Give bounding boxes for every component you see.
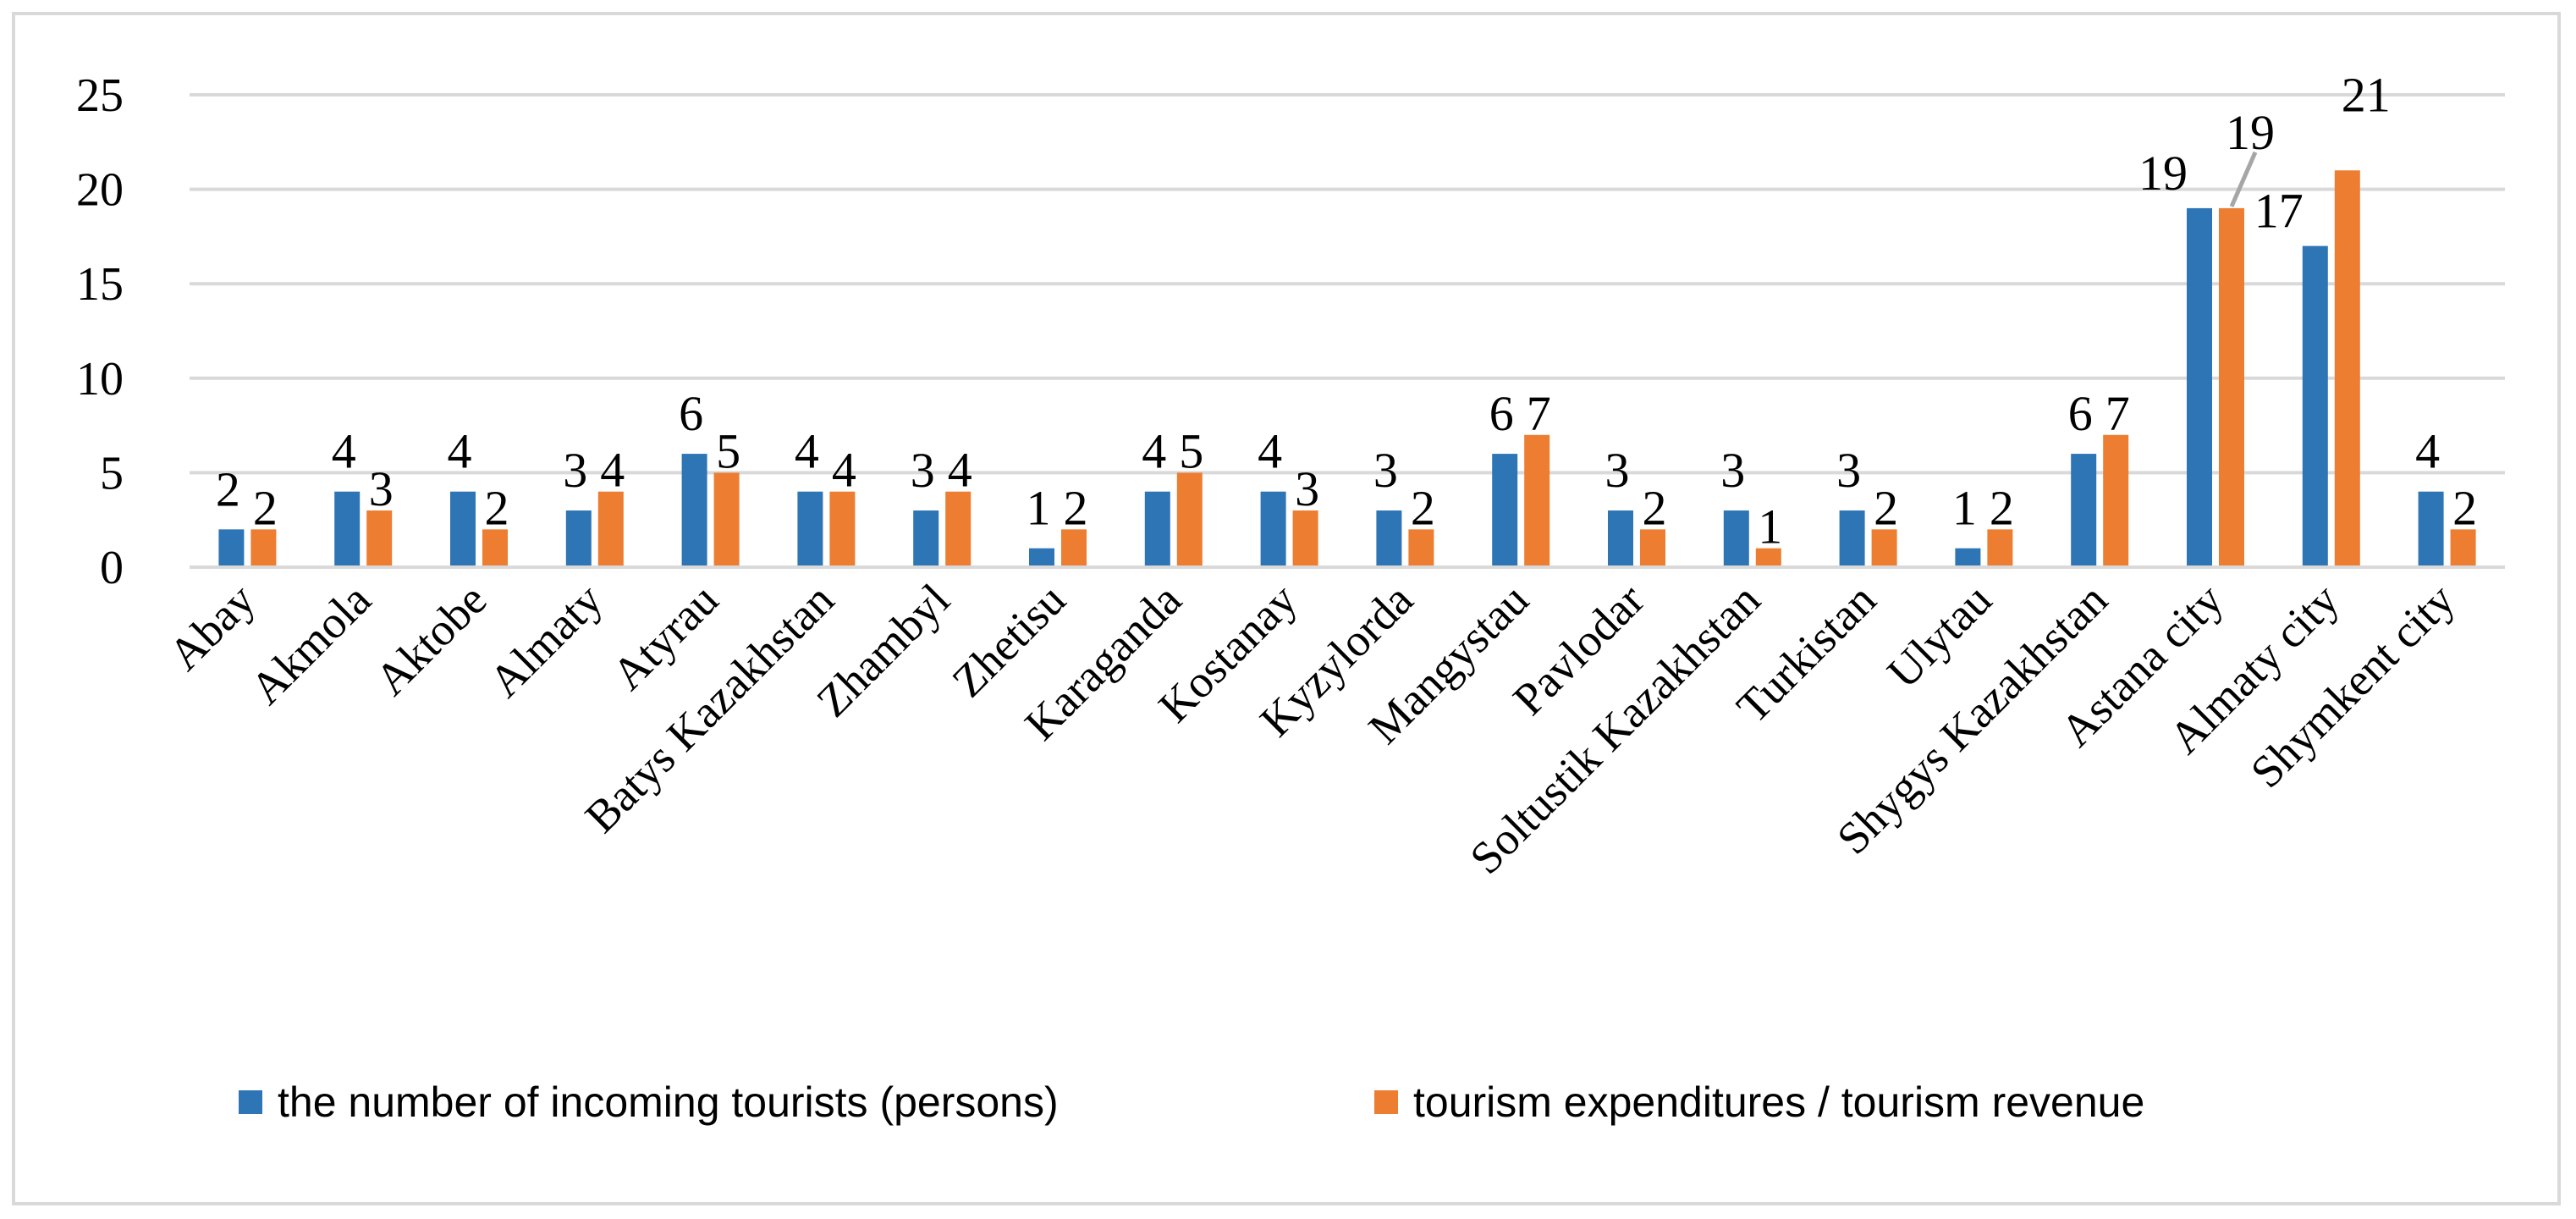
bar-incoming-tourists <box>1376 510 1402 567</box>
data-label: 3 <box>1836 443 1861 498</box>
y-tick-label: 0 <box>100 542 124 594</box>
data-label: 17 <box>2254 184 2304 239</box>
bar-incoming-tourists <box>2187 207 2212 568</box>
data-label: 5 <box>1179 423 1203 478</box>
bar-tourism-expenditures <box>1292 510 1318 567</box>
bar-tourism-expenditures <box>1871 529 1897 567</box>
data-label: 2 <box>1411 480 1435 535</box>
bar-incoming-tourists <box>1608 510 1633 567</box>
y-tick-label: 5 <box>100 447 124 499</box>
data-label: 3 <box>1720 443 1745 498</box>
legend-label-tourism-expenditures: tourism expenditures / tourism revenue <box>1413 1078 2144 1126</box>
bar-incoming-tourists <box>1723 510 1749 567</box>
y-tick-label: 15 <box>76 258 124 311</box>
bar-incoming-tourists <box>797 491 823 567</box>
legend-label-incoming-tourists: the number of incoming tourists (persons… <box>278 1078 1059 1126</box>
bar-incoming-tourists <box>913 510 939 567</box>
data-label: 2 <box>216 461 240 516</box>
bar-tourism-expenditures <box>366 510 393 567</box>
bar-incoming-tourists <box>2418 491 2444 567</box>
data-label: 1 <box>1758 499 1782 554</box>
data-label: 7 <box>2105 386 2130 441</box>
data-label: 2 <box>2452 480 2477 535</box>
bar-tourism-expenditures <box>1061 529 1087 567</box>
data-label: 4 <box>795 424 819 479</box>
data-label: 4 <box>448 424 472 479</box>
data-label: 1 <box>1027 481 1051 536</box>
data-label: 4 <box>1142 424 1166 479</box>
bar-tourism-expenditures <box>1987 529 2013 567</box>
bar-incoming-tourists <box>1260 491 1286 567</box>
data-label: 4 <box>332 424 356 479</box>
bar-tourism-expenditures <box>1755 548 1781 567</box>
bar-incoming-tourists <box>450 491 476 567</box>
bar-incoming-tourists <box>2302 245 2328 567</box>
x-tick-label: Abay <box>159 574 265 680</box>
data-label: 7 <box>1527 386 1551 441</box>
data-label: 3 <box>369 461 394 516</box>
bar-tourism-expenditures <box>597 491 624 567</box>
bar-tourism-expenditures <box>482 529 508 567</box>
data-label: 21 <box>2342 67 2391 122</box>
data-label: 3 <box>563 443 587 498</box>
data-label: 4 <box>948 443 972 498</box>
data-label: 1 <box>1952 481 1977 536</box>
x-tick-label: Aktobe <box>366 574 497 705</box>
data-label: 2 <box>253 480 278 535</box>
data-label: 4 <box>2415 424 2440 479</box>
bar-tourism-expenditures <box>2219 207 2244 568</box>
data-label: 6 <box>679 386 703 441</box>
bar-incoming-tourists <box>565 510 592 567</box>
bar-tourism-expenditures <box>713 472 740 567</box>
bar-tourism-expenditures <box>1640 529 1665 567</box>
data-label: 6 <box>1489 386 1514 441</box>
data-label: 5 <box>716 423 740 478</box>
data-label: 3 <box>911 443 935 498</box>
data-label: 2 <box>485 480 509 535</box>
chart-frame <box>12 12 2561 1205</box>
y-tick-label: 10 <box>76 353 124 405</box>
data-label: 4 <box>1258 424 1282 479</box>
x-tick-label: Shymkent city <box>2241 574 2464 797</box>
data-label: 19 <box>2138 146 2188 201</box>
legend-swatch-incoming-tourists <box>239 1090 262 1114</box>
y-tick-label: 20 <box>76 164 124 217</box>
data-label: 19 <box>2226 105 2275 160</box>
x-tick-label: Akmola <box>240 574 380 714</box>
bar-incoming-tourists <box>1144 491 1170 567</box>
x-tick-label: Almaty <box>479 574 612 707</box>
data-label: 2 <box>1874 480 1898 535</box>
bar-tourism-expenditures <box>1524 434 1550 567</box>
bar-incoming-tourists <box>1839 510 1865 567</box>
bar-incoming-tourists <box>1492 454 1518 567</box>
bar-incoming-tourists <box>1955 548 1981 567</box>
leader-line <box>2229 151 2258 207</box>
bar-tourism-expenditures <box>1408 529 1434 567</box>
bar-incoming-tourists <box>218 529 245 567</box>
data-label: 3 <box>1605 443 1630 498</box>
bar-tourism-expenditures <box>2334 170 2360 567</box>
data-label: 2 <box>1990 480 2014 535</box>
bar-incoming-tourists <box>2071 454 2097 567</box>
bar-tourism-expenditures <box>250 529 277 567</box>
data-label: 3 <box>1295 461 1319 516</box>
y-tick-label: 25 <box>76 69 124 122</box>
data-label: 3 <box>1373 443 1398 498</box>
bar-tourism-expenditures <box>945 491 972 567</box>
bar-tourism-expenditures <box>2103 434 2129 567</box>
bar-incoming-tourists <box>334 491 361 567</box>
bar-tourism-expenditures <box>2450 529 2476 567</box>
data-label: 4 <box>832 443 856 498</box>
data-label: 2 <box>1064 480 1088 535</box>
bar-tourism-expenditures <box>1176 472 1203 567</box>
data-label: 4 <box>600 443 625 498</box>
bar-incoming-tourists <box>681 454 707 567</box>
bar-tourism-expenditures <box>829 491 856 567</box>
data-label: 6 <box>2068 386 2093 441</box>
legend-swatch-tourism-expenditures <box>1374 1090 1398 1114</box>
data-label: 2 <box>1643 480 1667 535</box>
bar-incoming-tourists <box>1029 548 1054 567</box>
